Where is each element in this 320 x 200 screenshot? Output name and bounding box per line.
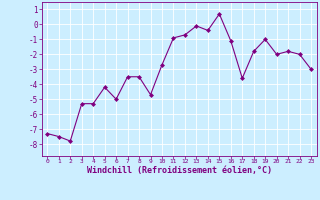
X-axis label: Windchill (Refroidissement éolien,°C): Windchill (Refroidissement éolien,°C) xyxy=(87,166,272,175)
